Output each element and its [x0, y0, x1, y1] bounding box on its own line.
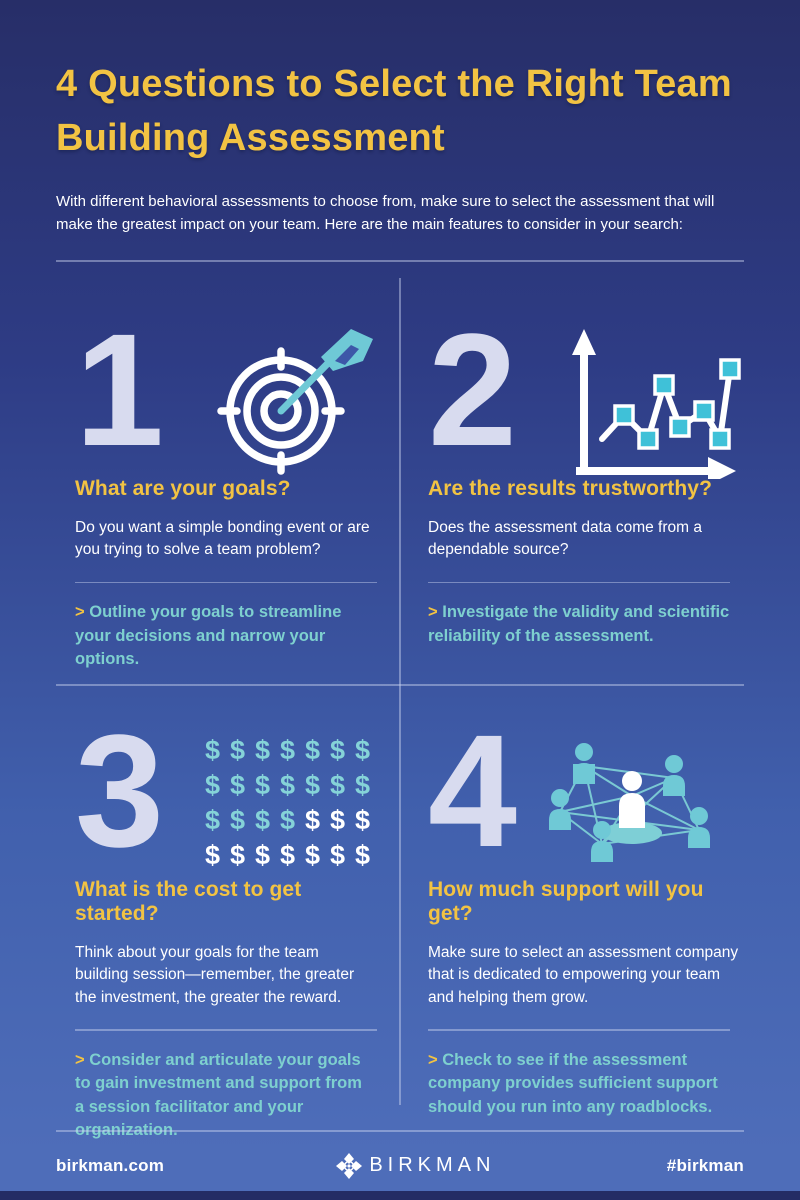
dollar-sign: $ [304, 770, 321, 800]
footer-site: birkman.com [56, 1155, 165, 1175]
dollar-grid-icon: $ $ $ $ $ $ $ $ $ $ $ $ $ $ $ $ $ $ $ $ $ $ $ $ $ $ $ $ [200, 734, 375, 871]
question-heading: What is the cost to get started? [75, 878, 302, 925]
dollar-sign: $ [279, 735, 296, 765]
question-number: 1 [75, 300, 164, 479]
question-2-section: 2 [400, 270, 800, 684]
question-grid: 1 [0, 270, 800, 1139]
header-divider [56, 260, 744, 262]
question-number: 4 [428, 701, 517, 880]
tip-label: Check to see if the assessment company p… [428, 1050, 718, 1116]
question-1-visual: 1 [75, 300, 375, 479]
dollar-sign: $ [229, 770, 246, 800]
tip-divider [75, 581, 377, 584]
dollar-sign: $ [304, 735, 321, 765]
question-body: Do you want a simple bonding event or ar… [75, 519, 370, 559]
tip-text: > Check to see if the assessment company… [428, 1049, 742, 1119]
footer-hashtag: #birkman [666, 1155, 744, 1175]
dollar-sign: $ [204, 840, 221, 870]
page-title: 4 Questions to Select the Right Team Bui… [56, 63, 732, 159]
question-heading: How much support will you get? [428, 878, 704, 925]
question-4-visual: 4 [428, 701, 742, 880]
birkman-logo: BIRKMAN [335, 1152, 495, 1180]
dollar-sign: $ [354, 840, 371, 870]
birkman-logo-icon [336, 1152, 363, 1179]
dollar-sign: $ [304, 805, 321, 835]
intro-text: With different behavioral assessments to… [56, 192, 715, 234]
question-number: 3 [75, 701, 164, 880]
tip-label: Investigate the validity and scientific … [428, 603, 730, 645]
dollar-sign: $ [329, 840, 346, 870]
dollar-sign: $ [354, 805, 371, 835]
dollar-sign: $ [354, 770, 371, 800]
question-number: 2 [428, 300, 517, 479]
dollar-sign: $ [329, 805, 346, 835]
tip-label: Consider and articulate your goals to ga… [75, 1050, 362, 1140]
tip-text: > Investigate the validity and scientifi… [428, 601, 742, 648]
dollar-sign: $ [204, 735, 221, 765]
question-3-visual: 3 $ $ $ $ $ $ $ $ $ $ $ $ $ $ $ $ $ $ $ $ $ $ $ $ $ $ $ $ [75, 701, 375, 880]
bottom-edge-bar [0, 1191, 800, 1200]
footer: birkman.com BIRKMAN #birkman [56, 1130, 744, 1180]
line-chart-icon [554, 327, 742, 479]
question-3-section: 3 $ $ $ $ $ $ $ $ $ $ $ $ $ $ $ $ $ $ $ $ $ $ $ $ $ $ $ $ What is t… [0, 684, 400, 1143]
question-heading: Are the results trustworthy? [428, 477, 713, 500]
dollar-sign: $ [279, 770, 296, 800]
dollar-sign: $ [204, 770, 221, 800]
tip-text: > Outline your goals to streamline your … [75, 601, 375, 671]
target-icon [217, 327, 375, 475]
dollar-sign: $ [254, 805, 271, 835]
question-heading: What are your goals? [75, 477, 291, 500]
people-network-icon [542, 738, 742, 878]
tip-divider [428, 1029, 730, 1031]
dollar-sign: $ [204, 805, 221, 835]
dollar-sign: $ [254, 770, 271, 800]
dollar-sign: $ [229, 840, 246, 870]
dollar-sign: $ [304, 840, 321, 870]
footer-divider [56, 1130, 744, 1132]
tip-divider [75, 1029, 377, 1031]
dollar-sign: $ [354, 735, 371, 765]
tip-divider [428, 581, 730, 584]
tip-arrow: > [428, 1050, 438, 1069]
dollar-sign: $ [279, 840, 296, 870]
horizontal-divider [56, 684, 744, 686]
brand-name: BIRKMAN [369, 1154, 496, 1176]
vertical-divider [399, 278, 401, 1105]
tip-text: > Consider and articulate your goals to … [75, 1049, 375, 1143]
tip-arrow: > [75, 603, 85, 622]
dollar-sign: $ [229, 735, 246, 765]
dollar-sign: $ [329, 735, 346, 765]
dollar-sign: $ [279, 805, 296, 835]
tip-arrow: > [75, 1050, 85, 1069]
question-2-visual: 2 [428, 300, 742, 479]
question-body: Does the assessment data come from a dep… [428, 519, 702, 559]
dollar-sign: $ [254, 735, 271, 765]
question-body: Make sure to select an assessment compan… [428, 944, 739, 1006]
question-4-section: 4 [400, 684, 800, 1143]
dollar-sign: $ [329, 770, 346, 800]
dollar-sign: $ [229, 805, 246, 835]
tip-arrow: > [428, 603, 438, 622]
dollar-sign: $ [254, 840, 271, 870]
question-body: Think about your goals for the team buil… [75, 944, 355, 1006]
header: 4 Questions to Select the Right Team Bui… [56, 0, 744, 262]
question-1-section: 1 [0, 270, 400, 684]
tip-label: Outline your goals to streamline your de… [75, 603, 342, 669]
